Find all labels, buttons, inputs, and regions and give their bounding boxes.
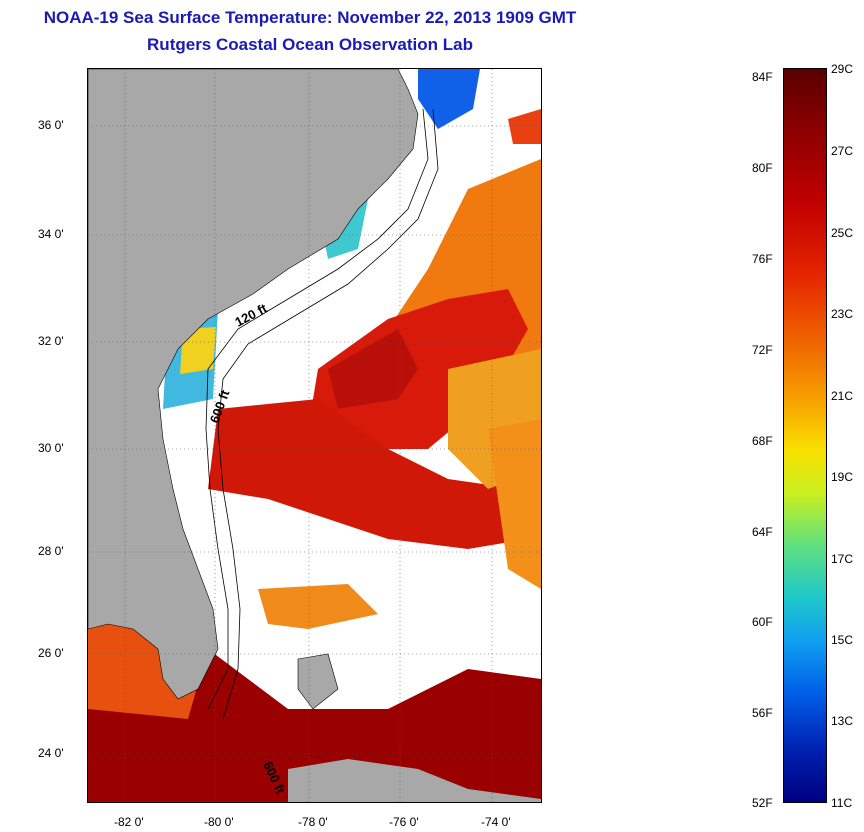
map-subtitle: Rutgers Coastal Ocean Observation Lab (147, 35, 473, 54)
lon-label-80: -80 0' (204, 815, 234, 829)
lat-label-36: 36 0' (38, 118, 64, 132)
sst-patch-cape-hatteras (418, 69, 480, 129)
colorbar-label-72f: 72F (752, 343, 773, 357)
colorbar-label-25c: 25C (831, 226, 854, 240)
sst-patch-north-orange (508, 109, 541, 144)
colorbar-label-60f: 60F (752, 615, 773, 629)
colorbar-label-17c: 17C (831, 552, 854, 566)
sst-map: 120 ft 600 ft 600 ft (87, 68, 542, 803)
contour-120ft (205, 108, 429, 710)
lat-label-28: 28 0' (38, 544, 64, 558)
colorbar-label-68f: 68F (752, 434, 773, 448)
temperature-colorbar (783, 68, 827, 803)
land-mass (88, 69, 419, 700)
colorbar-label-29c: 29C (831, 62, 854, 76)
colorbar-label-80f: 80F (752, 161, 773, 175)
colorbar-label-56f: 56F (752, 706, 773, 720)
sst-patch-gulfstream-core (328, 329, 418, 409)
sst-patch-bahamas (258, 584, 378, 629)
map-title: NOAA-19 Sea Surface Temperature: Novembe… (43, 8, 577, 27)
lon-label-74: -74 0' (481, 815, 511, 829)
colorbar-label-64f: 64F (752, 525, 773, 539)
contour-label-120ft: 120 ft (232, 300, 270, 330)
lat-label-34: 34 0' (38, 227, 64, 241)
contour-600ft (217, 108, 439, 720)
colorbar-label-13c: 13C (831, 714, 854, 728)
land-bahamas (297, 653, 339, 710)
land-cuba (288, 759, 541, 802)
lon-label-78: -78 0' (298, 815, 328, 829)
sst-patch-central (208, 399, 528, 549)
lat-label-30: 30 0' (38, 441, 64, 455)
sst-map-canvas: 120 ft 600 ft 600 ft (88, 69, 541, 802)
colorbar-label-21c: 21C (831, 389, 854, 403)
colorbar-label-76f: 76F (752, 252, 773, 266)
lat-label-26: 26 0' (38, 646, 64, 660)
sst-patch-georgia-coast-yellow (180, 327, 216, 374)
lon-label-76: -76 0' (389, 815, 419, 829)
sst-patch-east-orange-2 (488, 419, 541, 589)
colorbar-label-15c: 15C (831, 633, 854, 647)
colorbar-label-84f: 84F (752, 70, 773, 84)
colorbar-label-27c: 27C (831, 144, 854, 158)
colorbar-label-52f: 52F (752, 796, 773, 810)
colorbar-label-11c: 11C (831, 796, 853, 810)
lat-label-24: 24 0' (38, 746, 64, 760)
colorbar-label-19c: 19C (831, 470, 854, 484)
lat-label-32: 32 0' (38, 334, 64, 348)
colorbar-label-23c: 23C (831, 307, 854, 321)
lon-label-82: -82 0' (114, 815, 144, 829)
